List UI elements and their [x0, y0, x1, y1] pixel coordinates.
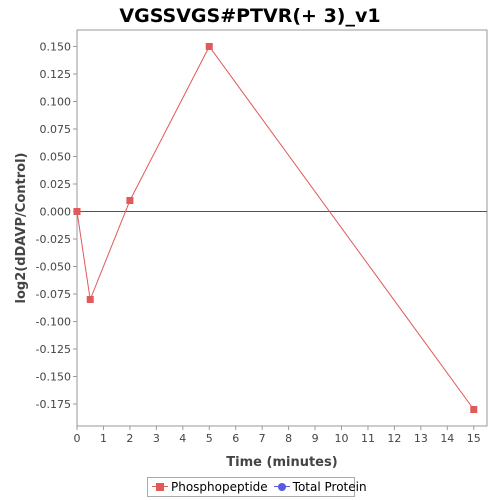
x-tick-label: 1 [100, 432, 107, 445]
x-tick-label: 0 [74, 432, 81, 445]
x-tick-label: 13 [414, 432, 428, 445]
data-point [126, 197, 134, 204]
data-point [73, 208, 81, 215]
y-tick-label: -0.175 [36, 398, 71, 411]
y-tick-label: 0.125 [40, 68, 72, 81]
data-point [205, 43, 213, 50]
legend-label-total-protein: Total Protein [292, 480, 367, 494]
legend-label-phosphopeptide: Phosphopeptide [171, 480, 268, 494]
y-tick-label: -0.075 [36, 288, 71, 301]
y-axis-label: log2(dDAVP/Control) [14, 153, 29, 304]
x-tick-label: 5 [206, 432, 213, 445]
data-point [470, 406, 478, 413]
y-tick-label: 0.100 [40, 96, 72, 109]
x-tick-label: 6 [232, 432, 239, 445]
x-tick-label: 9 [312, 432, 319, 445]
y-axis: 0.150 0.125 0.100 0.075 0.050 0.025 0.000 -0.02… [36, 41, 77, 411]
x-tick-label: 12 [387, 432, 401, 445]
y-tick-label: -0.150 [36, 371, 71, 384]
x-axis-label: Time (minutes) [226, 455, 337, 470]
plot-area [76, 29, 488, 427]
data-point [86, 296, 94, 303]
legend-item-total-protein: Total Protein [273, 480, 367, 494]
y-tick-label: 0.025 [40, 178, 72, 191]
x-tick-label: 7 [259, 432, 266, 445]
x-tick-label: 10 [335, 432, 349, 445]
y-tick-label: 0.150 [40, 41, 72, 54]
y-tick-label: -0.025 [36, 233, 71, 246]
y-tick-label: -0.100 [36, 316, 71, 329]
series-layer [73, 43, 478, 413]
x-axis: 0 1 2 3 4 5 6 7 8 9 10 11 12 13 14 15 [74, 426, 481, 445]
x-tick-label: 3 [153, 432, 160, 445]
y-tick-label: 0.075 [40, 123, 72, 136]
y-tick-label: -0.125 [36, 343, 71, 356]
square-marker-icon [152, 482, 168, 492]
x-tick-label: 2 [126, 432, 133, 445]
circle-marker-icon [273, 482, 290, 492]
x-tick-label: 15 [467, 432, 481, 445]
x-tick-label: 4 [179, 432, 186, 445]
legend-item-phosphopeptide: Phosphopeptide [152, 480, 268, 494]
chart-title: VGSSVGS#PTVR(+ 3)_v1 [119, 5, 380, 27]
x-tick-label: 14 [440, 432, 454, 445]
x-tick-label: 11 [361, 432, 375, 445]
y-tick-label: -0.050 [36, 261, 71, 274]
y-tick-label: 0.050 [40, 151, 72, 164]
x-tick-label: 8 [285, 432, 292, 445]
legend: Phosphopeptide Total Protein [147, 477, 367, 497]
y-tick-label: 0.000 [40, 206, 72, 219]
